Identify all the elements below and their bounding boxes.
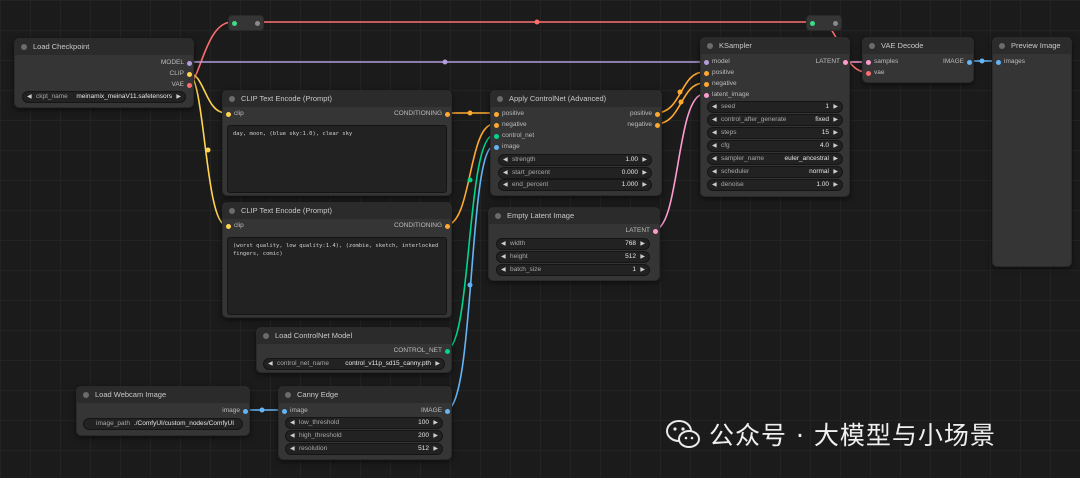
output-vae[interactable]: VAE (171, 80, 193, 90)
ckpt-name-combo[interactable]: ◀ ckpt_name meinamix_meinaV11.safetensor… (22, 91, 186, 103)
input-images[interactable]: images (995, 57, 1025, 67)
steps-slider[interactable]: ◀ steps 15 ▶ (707, 127, 843, 139)
watermark: 公众号 · 大模型与小场景 (665, 416, 996, 452)
collapse-dot-icon[interactable] (707, 43, 713, 49)
output-conditioning[interactable]: CONDITIONING (394, 109, 451, 119)
wire-cond-neg (445, 123, 495, 226)
input-negative[interactable]: negative (703, 79, 737, 89)
preview-image-node[interactable]: Preview Image images (992, 37, 1072, 267)
node-title[interactable]: CLIP Text Encode (Prompt) (223, 203, 451, 219)
width-slider[interactable]: ◀ width 768 ▶ (496, 238, 650, 250)
wire-controlnet (445, 134, 495, 351)
collapse-dot-icon[interactable] (83, 392, 89, 398)
output-image[interactable]: IMAGE (421, 406, 451, 416)
seed-slider[interactable]: ◀ seed 1 ▶ (707, 101, 843, 113)
output-control-net[interactable]: CONTROL_NET (394, 346, 451, 356)
collapse-dot-icon[interactable] (21, 44, 27, 50)
reroute-node[interactable] (806, 15, 842, 31)
input-control-net[interactable]: control_net (493, 131, 534, 141)
ksampler-node[interactable]: KSampler model positive negative latent_… (700, 37, 850, 197)
output-latent[interactable]: LATENT (816, 57, 849, 67)
wire-latent-empty (653, 93, 705, 231)
prompt-textarea[interactable]: (worst quality, low quality:1.4), (zombi… (227, 237, 447, 315)
start-percent-slider[interactable]: ◀ start_percent 0.000 ▶ (498, 167, 652, 179)
wire-image-canny (445, 145, 495, 411)
node-title[interactable]: Load Webcam Image (77, 387, 249, 403)
wechat-icon (666, 420, 700, 448)
load-controlnet-model-node[interactable]: Load ControlNet Model CONTROL_NET ◀ contr… (256, 327, 452, 373)
clip-text-encode-negative-node[interactable]: CLIP Text Encode (Prompt) clip CONDITION… (222, 202, 452, 318)
input-vae[interactable]: vae (865, 68, 884, 78)
node-title[interactable]: Apply ControlNet (Advanced) (491, 91, 661, 107)
node-title[interactable]: VAE Decode (863, 38, 973, 54)
input-model[interactable]: model (703, 57, 730, 67)
collapse-dot-icon[interactable] (229, 96, 235, 102)
output-positive[interactable]: positive (630, 109, 661, 119)
prompt-textarea[interactable]: day, moon, (blue sky:1.0), clear sky (227, 125, 447, 193)
input-latent-image[interactable]: latent_image (703, 90, 749, 100)
collapse-dot-icon[interactable] (263, 333, 269, 339)
load-webcam-image-node[interactable]: Load Webcam Image image image_path ./Comf… (76, 386, 250, 436)
node-title[interactable]: Preview Image (993, 38, 1071, 54)
input-positive[interactable]: positive (703, 68, 734, 78)
sampler-name-combo[interactable]: ◀ sampler_name euler_ancestral ▶ (707, 153, 843, 165)
output-latent[interactable]: LATENT (626, 226, 659, 236)
input-clip[interactable]: clip (225, 221, 244, 231)
output-conditioning[interactable]: CONDITIONING (394, 221, 451, 231)
apply-controlnet-node[interactable]: Apply ControlNet (Advanced) positive neg… (490, 90, 662, 196)
cfg-slider[interactable]: ◀ cfg 4.0 ▶ (707, 140, 843, 152)
height-slider[interactable]: ◀ height 512 ▶ (496, 251, 650, 263)
denoise-slider[interactable]: ◀ denoise 1.00 ▶ (707, 179, 843, 191)
image-path-field[interactable]: image_path ./ComfyUI/custom_nodes/ComfyUI (83, 418, 243, 430)
input-image[interactable]: image (281, 406, 308, 416)
empty-latent-image-node[interactable]: Empty Latent Image LATENT ◀ width 768 ▶ ◀ he… (488, 207, 660, 281)
collapse-dot-icon[interactable] (495, 213, 501, 219)
low-threshold-slider[interactable]: ◀ low_threshold 100 ▶ (285, 417, 443, 429)
control-after-generate-combo[interactable]: ◀ control_after_generate fixed ▶ (707, 114, 843, 126)
input-negative[interactable]: negative (493, 120, 527, 130)
collapse-dot-icon[interactable] (497, 96, 503, 102)
arrow-left-icon: ◀ (27, 94, 32, 100)
resolution-slider[interactable]: ◀ resolution 512 ▶ (285, 443, 443, 455)
strength-slider[interactable]: ◀ strength 1.00 ▶ (498, 154, 652, 166)
input-samples[interactable]: samples (865, 57, 898, 67)
vae-decode-node[interactable]: VAE Decode samples vae IMAGE (862, 37, 974, 83)
batch-size-slider[interactable]: ◀ batch_size 1 ▶ (496, 264, 650, 276)
watermark-text: 公众号 · 大模型与小场景 (709, 421, 996, 450)
node-title[interactable]: CLIP Text Encode (Prompt) (223, 91, 451, 107)
collapse-dot-icon[interactable] (999, 43, 1005, 49)
node-title[interactable]: Load ControlNet Model (257, 328, 451, 344)
node-title[interactable]: Load Checkpoint (15, 39, 193, 55)
output-model[interactable]: MODEL (161, 58, 193, 68)
input-image[interactable]: image (493, 142, 520, 152)
scheduler-combo[interactable]: ◀ scheduler normal ▶ (707, 166, 843, 178)
clip-text-encode-positive-node[interactable]: CLIP Text Encode (Prompt) clip CONDITION… (222, 90, 452, 196)
output-clip[interactable]: CLIP (170, 69, 193, 79)
collapse-dot-icon[interactable] (285, 392, 291, 398)
node-title[interactable]: Empty Latent Image (489, 208, 659, 224)
arrow-right-icon: ▶ (176, 94, 181, 100)
collapse-dot-icon[interactable] (229, 208, 235, 214)
control-net-name-combo[interactable]: ◀ control_net_name control_v11p_sd15_canny… (263, 358, 445, 370)
output-image[interactable]: image (222, 406, 249, 416)
node-title[interactable]: Canny Edge (279, 387, 451, 403)
output-image[interactable]: IMAGE (943, 57, 973, 67)
end-percent-slider[interactable]: ◀ end_percent 1.000 ▶ (498, 179, 652, 191)
high-threshold-slider[interactable]: ◀ high_threshold 200 ▶ (285, 430, 443, 442)
node-title[interactable]: KSampler (701, 38, 849, 54)
load-checkpoint-node[interactable]: Load Checkpoint MODEL CLIP VAE ◀ ckpt_na… (14, 38, 194, 108)
reroute-node[interactable] (228, 15, 264, 31)
output-negative[interactable]: negative (627, 120, 661, 130)
canny-edge-node[interactable]: Canny Edge image IMAGE ◀ low_threshold 100… (278, 386, 452, 460)
input-positive[interactable]: positive (493, 109, 524, 119)
collapse-dot-icon[interactable] (869, 43, 875, 49)
input-clip[interactable]: clip (225, 109, 244, 119)
